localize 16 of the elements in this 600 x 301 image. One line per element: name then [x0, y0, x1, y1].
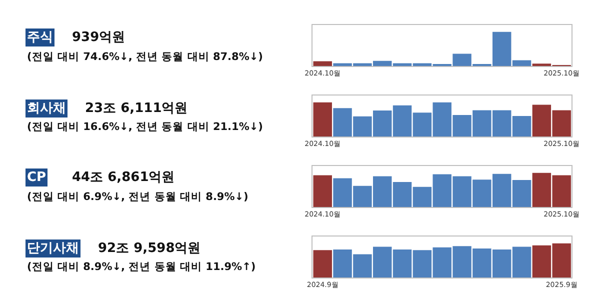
text: 44조 6,861억원 [72, 170, 175, 185]
text: (전일 대비 6.9%↓, 전년 동월 대비 8.9%↓) [27, 191, 248, 203]
text: 주식 [27, 30, 53, 45]
bar [313, 61, 332, 66]
text: 회사채 [27, 101, 66, 116]
text: (전일 대비 8.9%↓, 전년 동월 대비 11.9%↑) [27, 261, 256, 273]
text: 23조 6,111억원 [85, 101, 188, 116]
bar [313, 250, 332, 278]
text: CP [27, 170, 46, 185]
bar [313, 102, 332, 136]
text: (전일 대비 16.6%↓, 전년 동월 대비 21.1%↓) [27, 121, 263, 133]
text: 단기사채 [27, 241, 79, 256]
bar [313, 175, 332, 207]
text: 939억원 [72, 30, 126, 45]
text: (전일 대비 74.6%↓, 전년 동월 대비 87.8%↓) [27, 51, 263, 63]
text: 92조 9,598억원 [98, 241, 201, 256]
